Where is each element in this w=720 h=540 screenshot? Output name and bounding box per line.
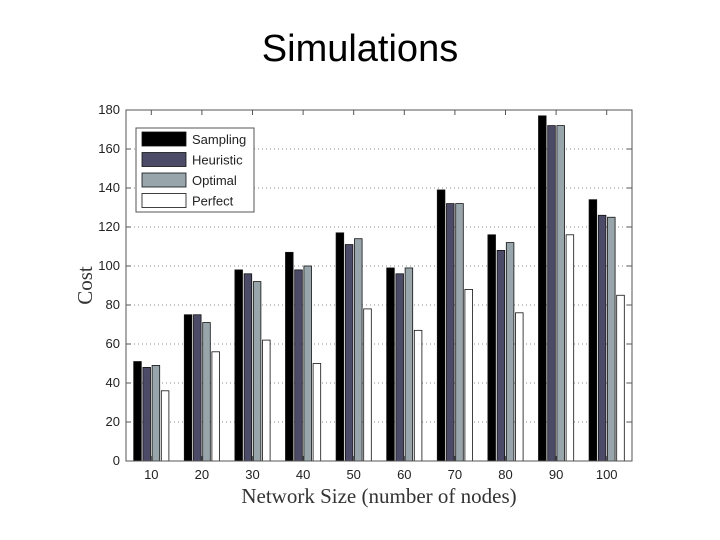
y-tick-label: 60 bbox=[106, 336, 120, 351]
bar-heuristic-40 bbox=[294, 269, 303, 462]
bar-perfect-40 bbox=[312, 363, 322, 462]
legend-label-sampling: Sampling bbox=[192, 132, 246, 147]
slide-title: Simulations bbox=[261, 28, 459, 70]
bar-heuristic-50 bbox=[344, 244, 354, 462]
x-tick-label: 40 bbox=[296, 467, 310, 482]
bar-sampling-20 bbox=[183, 314, 193, 462]
x-tick-label: 30 bbox=[245, 467, 259, 482]
y-tick-label: 0 bbox=[113, 453, 120, 468]
bar-sampling-80 bbox=[487, 234, 496, 462]
bar-perfect-60 bbox=[413, 329, 423, 462]
bar-perfect-90 bbox=[565, 234, 575, 462]
bars bbox=[133, 115, 625, 462]
bar-optimal-50 bbox=[354, 238, 363, 462]
y-axis-ticks: 0 20 40 60 80 100 120 140 160 180 bbox=[98, 102, 632, 468]
y-tick-label: 120 bbox=[98, 219, 120, 234]
y-tick-label: 160 bbox=[98, 141, 120, 156]
x-axis-ticks: 10 20 30 40 50 60 70 80 90 100 bbox=[144, 110, 618, 482]
bar-sampling-70 bbox=[436, 189, 446, 462]
bar-perfect-100 bbox=[616, 294, 625, 462]
x-tick-label: 60 bbox=[397, 467, 411, 482]
bar-optimal-100 bbox=[607, 216, 616, 462]
x-tick-label: 80 bbox=[498, 467, 512, 482]
bar-optimal-90 bbox=[556, 125, 565, 462]
bar-optimal-10 bbox=[151, 365, 161, 462]
bar-perfect-30 bbox=[262, 339, 271, 462]
bar-sampling-30 bbox=[234, 269, 243, 462]
y-tick-label: 140 bbox=[98, 180, 120, 195]
bar-perfect-20 bbox=[211, 351, 220, 462]
y-tick-label: 40 bbox=[106, 375, 120, 390]
legend-swatch-perfect bbox=[141, 193, 187, 208]
bar-heuristic-100 bbox=[597, 214, 607, 462]
bar-perfect-70 bbox=[464, 288, 473, 462]
y-tick-label: 100 bbox=[98, 258, 120, 273]
bar-heuristic-70 bbox=[446, 203, 455, 462]
bar-optimal-70 bbox=[455, 203, 464, 462]
x-tick-label: 50 bbox=[346, 467, 360, 482]
legend: Sampling Heuristic Optimal Perfect bbox=[135, 127, 255, 213]
bar-sampling-40 bbox=[285, 251, 294, 462]
x-tick-label: 100 bbox=[596, 467, 618, 482]
bar-optimal-60 bbox=[404, 267, 414, 462]
x-tick-label: 90 bbox=[549, 467, 563, 482]
bar-sampling-50 bbox=[335, 232, 345, 462]
bar-perfect-80 bbox=[515, 312, 524, 462]
bar-sampling-60 bbox=[386, 267, 395, 462]
x-tick-label: 10 bbox=[144, 467, 158, 482]
bar-heuristic-10 bbox=[142, 366, 151, 462]
bar-heuristic-30 bbox=[243, 273, 253, 462]
legend-label-optimal: Optimal bbox=[192, 173, 237, 188]
x-tick-label: 20 bbox=[195, 467, 209, 482]
legend-swatch-sampling bbox=[141, 131, 187, 147]
y-tick-label: 180 bbox=[98, 102, 120, 117]
legend-swatch-heuristic bbox=[141, 152, 187, 167]
bar-heuristic-60 bbox=[395, 273, 404, 462]
x-tick-label: 70 bbox=[448, 467, 462, 482]
plot-frame bbox=[125, 109, 633, 462]
legend-label-heuristic: Heuristic bbox=[192, 153, 243, 168]
y-tick-label: 80 bbox=[106, 297, 120, 312]
legend-swatch-optimal bbox=[141, 172, 187, 188]
y-tick-label: 20 bbox=[106, 414, 120, 429]
bar-perfect-10 bbox=[160, 390, 170, 462]
bar-heuristic-20 bbox=[193, 314, 202, 462]
bar-optimal-80 bbox=[505, 242, 515, 462]
bar-heuristic-80 bbox=[496, 249, 506, 462]
legend-label-perfect: Perfect bbox=[192, 194, 234, 209]
bar-sampling-90 bbox=[538, 115, 547, 462]
bar-optimal-30 bbox=[252, 281, 262, 462]
bar-heuristic-90 bbox=[547, 125, 556, 462]
bar-optimal-40 bbox=[303, 265, 312, 462]
bar-optimal-20 bbox=[202, 322, 211, 462]
y-axis-label: Cost bbox=[73, 266, 97, 305]
x-axis-label: Network Size (number of nodes) bbox=[241, 484, 516, 508]
bar-sampling-100 bbox=[588, 199, 598, 462]
bar-perfect-50 bbox=[363, 308, 372, 462]
bar-sampling-10 bbox=[133, 361, 142, 462]
